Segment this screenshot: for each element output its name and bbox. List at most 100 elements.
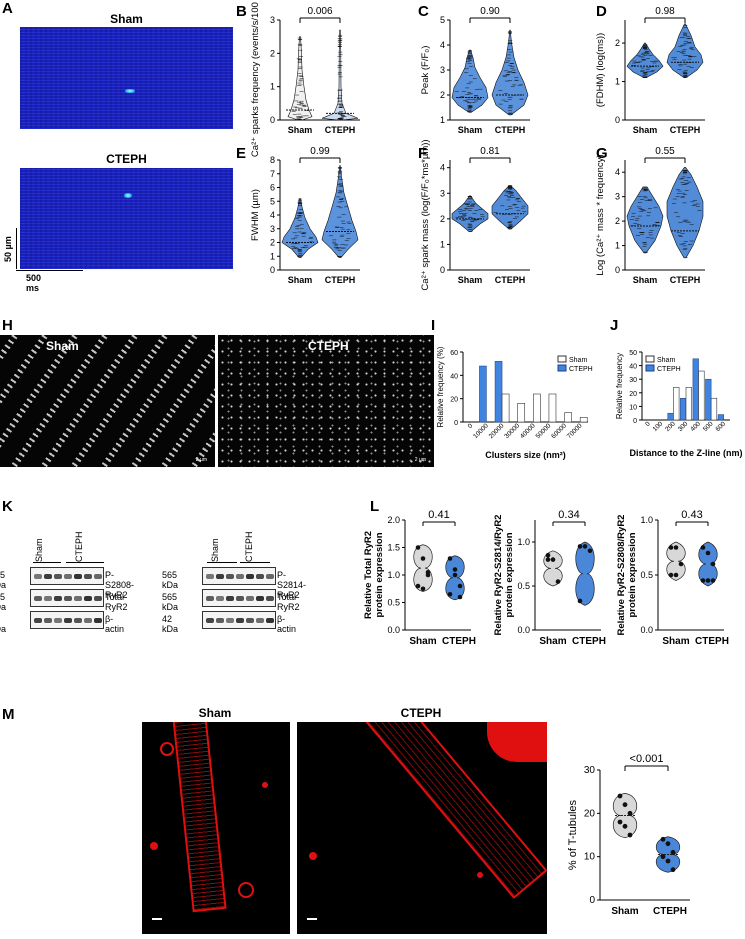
- y-axis-label: Ca²⁺ sparks frequency (events/s/100 µm): [250, 0, 261, 157]
- data-point: [660, 854, 666, 860]
- y-tick-label: 1: [615, 241, 620, 251]
- p-value: 0.43: [681, 509, 702, 521]
- x-label-cteph: CTEPH: [670, 275, 701, 285]
- y-tick-label: 0.0: [517, 625, 530, 635]
- data-point: [617, 819, 623, 825]
- blot-left-sham-label: Sham: [34, 538, 44, 562]
- y-tick-label: 3: [440, 65, 445, 75]
- data-point: [582, 544, 588, 549]
- sham-linescan-image: [20, 27, 233, 129]
- blot-strip-right-1: [202, 567, 276, 585]
- y-tick-label: 0.0: [387, 625, 400, 635]
- data-point: [700, 578, 706, 583]
- data-point: [622, 802, 628, 808]
- data-point: [627, 810, 633, 816]
- blot-band: [256, 596, 264, 601]
- cteph-ttubule-image: [297, 722, 547, 934]
- data-point: [545, 557, 551, 562]
- y-tick-label: 2: [270, 238, 275, 248]
- violin: [451, 49, 489, 113]
- y-tick-label: 40: [450, 373, 458, 380]
- panel-label-e: E: [236, 145, 246, 162]
- blot-band: [94, 596, 102, 601]
- panel-label-c: C: [418, 3, 429, 20]
- y-tick-label: 10: [584, 852, 596, 863]
- blot-band: [54, 596, 62, 601]
- y-tick-label: 3: [270, 15, 275, 25]
- blot-band: [54, 618, 62, 623]
- data-point: [555, 579, 561, 584]
- x-tick-label: 70000: [566, 422, 584, 440]
- y-axis-label-line1: Relative RyR2-S2808/RyR2: [616, 515, 627, 636]
- p-value: 0.98: [655, 6, 675, 17]
- y-tick-label: 1.0: [640, 515, 653, 525]
- data-point: [447, 591, 453, 597]
- y-tick-label: 30: [629, 377, 637, 384]
- kda-label: 42 kDa: [0, 614, 7, 634]
- blot-band: [236, 574, 244, 579]
- p-value: 0.006: [307, 6, 332, 17]
- y-tick-label: 3: [615, 192, 620, 202]
- p-value: <0.001: [630, 753, 664, 765]
- x-label-cteph: CTEPH: [572, 636, 606, 647]
- bar-cteph: [494, 361, 503, 423]
- y-axis-label: (FDHM) (log(ms)): [595, 33, 606, 107]
- sham-ttubule-title: Sham: [198, 706, 232, 720]
- protein-label: P-S2814-RyR2: [277, 570, 307, 600]
- blot-band: [34, 618, 42, 623]
- blot-band: [266, 618, 274, 623]
- blot-band: [84, 574, 92, 579]
- cteph-linescan-image: [20, 168, 233, 269]
- data-point: [577, 544, 583, 549]
- bar-sham: [564, 412, 572, 423]
- sham-ttubule-image: [142, 722, 290, 934]
- y-tick-label: 30: [584, 765, 596, 776]
- data-point: [665, 858, 671, 864]
- ttubule-plot-m: 0 10 20 30 % of T-tubules <0.001 Sham CTEPH: [567, 753, 690, 917]
- x-label-sham: Sham: [458, 275, 483, 285]
- y-axis-label: Ca²⁺ spark mass (log(F/F₀*ms*µm)): [420, 139, 431, 290]
- x-label-cteph: CTEPH: [325, 125, 356, 135]
- y-axis-label: FWHM (µm): [250, 189, 261, 241]
- x-label-sham: Sham: [288, 125, 313, 135]
- x-tick-label: 50000: [535, 422, 553, 440]
- data-point: [577, 598, 583, 604]
- y-tick-label: 0: [270, 265, 275, 275]
- violin: [281, 198, 319, 258]
- x-tick-label: 500: [702, 420, 715, 433]
- data-point: [665, 841, 671, 847]
- y-tick-label: 50: [629, 350, 637, 357]
- bar-sham: [698, 370, 705, 421]
- bar-sham: [685, 387, 692, 421]
- blot-band: [44, 618, 52, 623]
- y-tick-label: 0: [633, 418, 637, 425]
- y-tick-label: 8: [270, 155, 275, 165]
- y-tick-label: 0: [615, 265, 620, 275]
- y-tick-label: 1: [270, 82, 275, 92]
- legend-swatch-sham: [557, 355, 567, 363]
- histograms-i-j: I020406001000020000300004000050000600007…: [431, 317, 743, 460]
- x-label-sham: Sham: [611, 906, 638, 917]
- x-tick-label: 30000: [503, 422, 521, 440]
- blot-band: [84, 596, 92, 601]
- bar-sham: [710, 397, 718, 421]
- blot-band: [94, 618, 102, 623]
- blot-band: [236, 618, 244, 623]
- y-tick-label: 2: [615, 216, 620, 226]
- y-tick-label: 0.5: [517, 581, 530, 591]
- y-tick-label: 1: [440, 115, 445, 125]
- blot-band: [74, 574, 82, 579]
- legend-swatch-sham: [645, 355, 655, 363]
- y-tick-label: 0: [454, 420, 458, 427]
- data-point: [670, 849, 676, 855]
- violin: [575, 541, 595, 606]
- cteph-ttubule-title: CTEPH: [400, 706, 442, 720]
- y-tick-label: 1.0: [387, 570, 400, 580]
- blot-band: [74, 596, 82, 601]
- data-point: [627, 832, 633, 838]
- x-label-sham: Sham: [409, 636, 436, 647]
- blot-band: [266, 574, 274, 579]
- blot-band: [256, 574, 264, 579]
- y-tick-label: 2: [440, 214, 445, 224]
- blot-right-cteph-label: CTEPH: [244, 531, 254, 562]
